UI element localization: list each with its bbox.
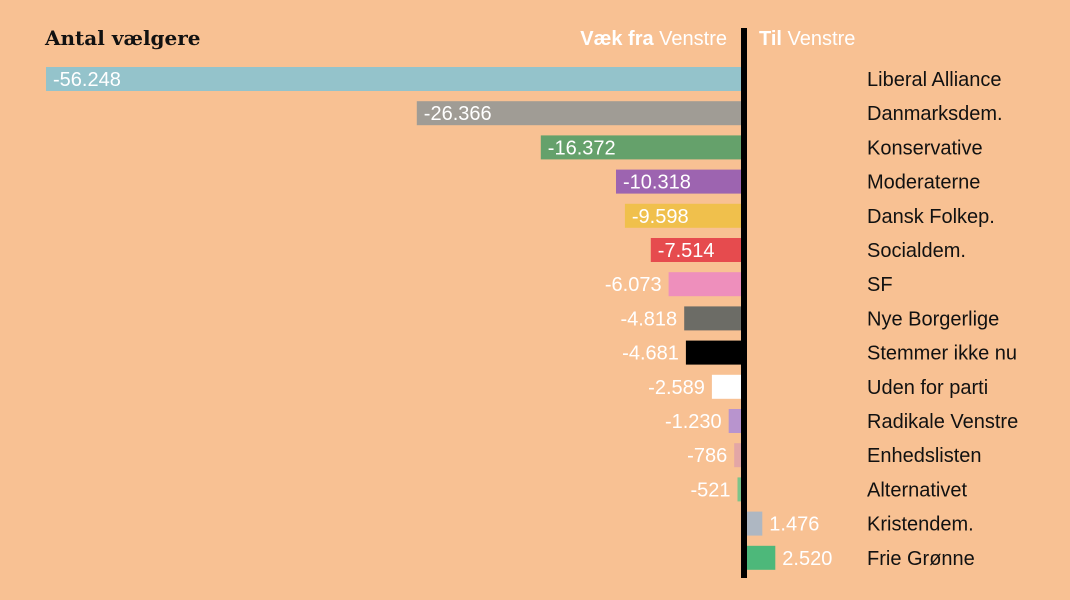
category-label-uden-for-parti: Uden for parti <box>867 377 988 399</box>
category-label-stemmer-ikke-nu: Stemmer ikke nu <box>867 343 1017 365</box>
category-label-socialdem: Socialdem. <box>867 240 966 262</box>
header-right-bold: Til <box>759 28 782 50</box>
bar-dansk-folkep <box>624 203 744 228</box>
bar-liberal-alliance <box>46 67 744 91</box>
bars-group: -56.248 Liberal Alliance -26.366 Danmarksde… <box>46 67 1018 570</box>
bar-moderaterne <box>616 169 744 194</box>
category-label-moderaterne: Moderaterne <box>867 172 980 194</box>
value-label-moderaterne: -10.318 <box>623 172 691 194</box>
category-label-nye-borgerlige: Nye Borgerlige <box>867 308 999 330</box>
value-label-uden-for-parti: -2.589 <box>648 377 705 399</box>
header-right-regular: Venstre <box>782 28 855 50</box>
bar-radikale-venstre <box>728 409 744 433</box>
bar-frie-gronne <box>744 545 776 570</box>
value-label-liberal-alliance: -56.248 <box>53 69 121 91</box>
value-label-enhedslisten: -786 <box>687 445 727 467</box>
bar-sf <box>668 272 744 297</box>
value-label-frie-gronne: 2.520 <box>782 548 832 570</box>
category-label-radikale-venstre: Radikale Venstre <box>867 411 1018 433</box>
value-label-konservative: -16.372 <box>548 137 616 159</box>
category-label-alternativet: Alternativet <box>867 479 967 501</box>
category-label-enhedslisten: Enhedslisten <box>867 445 982 467</box>
bar-socialdem <box>650 238 744 262</box>
bar-konservative <box>540 135 744 160</box>
bar-danmarksdem <box>416 101 744 126</box>
value-label-kristendem: 1.476 <box>769 514 819 536</box>
category-label-konservative: Konservative <box>867 137 983 159</box>
value-label-danmarksdem: -26.366 <box>424 103 492 125</box>
value-label-alternativet: -521 <box>690 479 730 501</box>
bar-nye-borgerlige <box>684 306 744 331</box>
bar-enhedslisten <box>734 443 744 468</box>
value-label-nye-borgerlige: -4.818 <box>620 308 677 330</box>
category-label-danmarksdem: Danmarksdem. <box>867 103 1003 125</box>
header-left-bold: Væk fra <box>580 28 654 50</box>
category-label-kristendem: Kristendem. <box>867 514 974 536</box>
category-label-dansk-folkep: Dansk Folkep. <box>867 206 995 228</box>
value-label-radikale-venstre: -1.230 <box>665 411 722 433</box>
bar-kristendem <box>744 511 763 536</box>
category-label-liberal-alliance: Liberal Alliance <box>867 69 1002 91</box>
category-label-frie-gronne: Frie Grønne <box>867 548 975 570</box>
header-right: Til Venstre <box>759 28 855 50</box>
value-label-stemmer-ikke-nu: -4.681 <box>622 343 679 365</box>
header-left-regular: Venstre <box>654 28 727 50</box>
value-label-socialdem: -7.514 <box>658 240 715 262</box>
category-label-sf: SF <box>867 274 893 296</box>
value-label-dansk-folkep: -9.598 <box>632 206 689 228</box>
bar-stemmer-ikke-nu <box>685 340 744 365</box>
chart-title: Antal vælgere <box>44 26 201 50</box>
bar-uden-for-parti <box>711 374 744 399</box>
bar-alternativet <box>737 477 744 502</box>
header-left: Væk fra Venstre <box>580 28 727 50</box>
value-label-sf: -6.073 <box>605 274 662 296</box>
